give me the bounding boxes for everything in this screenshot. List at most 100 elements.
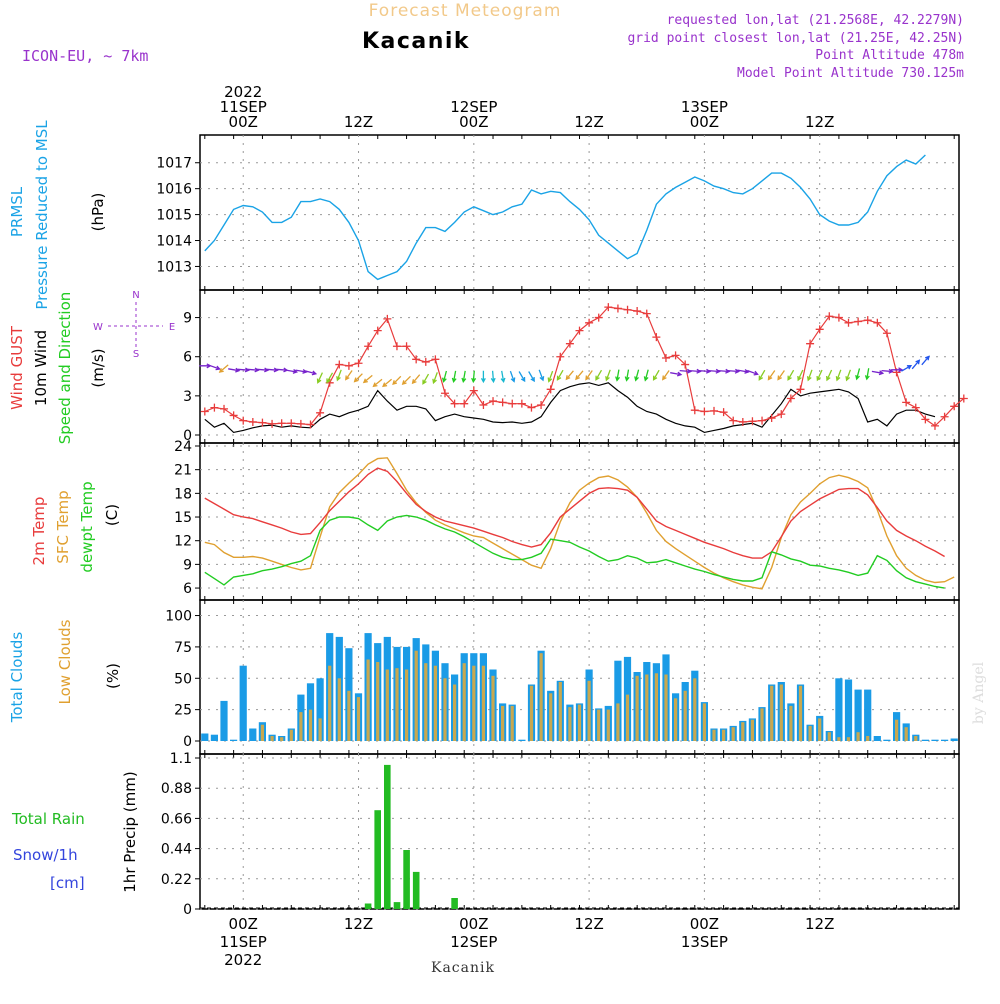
ytick-label-wind-2: 6 [183,350,192,366]
gust-marker-15 [344,361,353,370]
low-cloud-bar-44 [625,694,630,741]
ytick-label-clouds-3: 75 [174,640,192,656]
wind-arrow-58 [758,369,766,381]
low-cloud-bar-25 [443,678,447,741]
gust-marker-1 [210,403,219,412]
wind-arrow-36 [547,370,554,383]
wind-unit: (m/s) [89,348,107,387]
low-cloud-bar-38 [568,707,572,741]
rain-bar-6 [451,898,458,909]
wind-arrow-18 [372,378,383,388]
pressure-line [204,154,926,281]
low-cloud-bar-19 [385,669,389,741]
wind-arrow-56 [737,368,750,374]
clouds-label-total: Total Clouds [8,632,26,724]
low-cloud-bar-11 [308,709,313,741]
gust-marker-36 [546,385,555,394]
gust-marker-31 [498,398,507,407]
gust-marker-3 [229,411,238,420]
location-title: Kacanik [362,29,470,54]
ytick-label-temp-3: 15 [174,510,192,526]
gust-marker-59 [767,414,776,423]
gust-marker-43 [613,304,622,313]
axis-labels: 1013101410151016101703696912151821240255… [156,83,834,969]
forecast-title: Forecast Meteogram [369,1,562,21]
low-cloud-bar-68 [856,732,860,741]
total-cloud-bar-77 [941,739,949,741]
wind-arrow-26 [451,370,457,384]
low-cloud-bar-49 [674,698,678,741]
wind-arrow-37 [556,369,564,381]
wind-label-gust: Wind GUST [8,325,26,410]
wind-arrow-0 [199,363,212,369]
gust-marker-7 [268,419,277,428]
gust-marker-73 [902,398,911,407]
gust-marker-63 [806,339,815,348]
gust-marker-34 [527,403,536,412]
ytick-label-pressure-2: 1015 [156,208,192,224]
wind-arrow-16 [353,373,363,383]
ytick-label-temp-0: 6 [183,581,192,597]
low-cloud-bar-55 [731,727,735,741]
gust-marker-48 [661,354,670,363]
top-time-label-0-0: 2022 [224,83,262,101]
wind-arrow-10 [295,368,308,374]
low-cloud-bar-26 [453,684,457,741]
gust-marker-49 [671,351,680,360]
gust-marker-56 [738,417,747,426]
gust-marker-57 [748,417,757,426]
wind-arrow-15 [345,370,353,381]
top-time-label-4-1: 00Z [690,113,719,131]
wind-arrow-71 [881,368,894,374]
low-cloud-bar-36 [549,693,553,741]
gust-marker-41 [594,313,603,322]
ytick-label-wind-1: 3 [183,389,192,405]
wind-arrow-67 [845,369,852,382]
wind-arrow-12 [316,372,323,384]
wind-arrow-52 [698,368,712,374]
t2m-line [204,467,945,559]
low-cloud-bar-59 [770,685,774,741]
low-cloud-bar-30 [491,675,495,741]
low-cloud-bar-37 [558,682,562,741]
low-cloud-bar-41 [597,709,601,741]
gust-marker-35 [537,400,546,409]
wind-arrow-35 [538,369,545,382]
wind-arrow-41 [595,369,603,381]
gust-marker-50 [681,360,690,369]
gust-marker-65 [825,312,834,321]
gust-marker-79 [959,394,968,403]
gust-marker-38 [565,339,574,348]
temp-label-sfc: SFC Temp [54,490,72,563]
low-cloud-bar-62 [798,685,803,741]
gust-marker-61 [786,394,795,403]
gust-marker-39 [575,326,584,335]
temp-label-2m: 2m Temp [30,497,48,566]
low-cloud-bar-65 [827,732,831,741]
low-cloud-bar-28 [472,665,476,741]
wind-arrow-73 [901,365,913,372]
requested-coords: requested lon,lat (21.2568E, 42.2279N) [667,13,964,28]
wind-arrow-43 [615,369,621,382]
wind-arrow-14 [336,369,342,382]
low-cloud-bar-40 [587,680,591,741]
precip-label-snow: Snow/1h [13,846,78,864]
wind-arrow-9 [285,368,299,374]
low-cloud-bar-39 [577,704,582,741]
wind-arrow-74 [911,359,921,370]
low-cloud-bar-56 [741,722,745,741]
footer-location: Kacanik [431,960,495,976]
ytick-label-precip-5: 1.1 [170,751,192,767]
low-cloud-bar-50 [683,690,687,741]
low-cloud-bar-31 [501,705,505,741]
rain-bar-4 [403,850,410,909]
wind-arrow-60 [777,370,785,381]
low-cloud-bar-66 [837,737,841,741]
wind-arrow-13 [326,372,334,384]
wind-arrow-22 [411,374,421,385]
gust-marker-53 [710,406,719,415]
ytick-label-temp-2: 12 [174,534,192,550]
wind-arrow-6 [256,367,270,373]
top-time-label-4-0: 13SEP [681,98,728,116]
wind-arrow-11 [305,370,318,376]
